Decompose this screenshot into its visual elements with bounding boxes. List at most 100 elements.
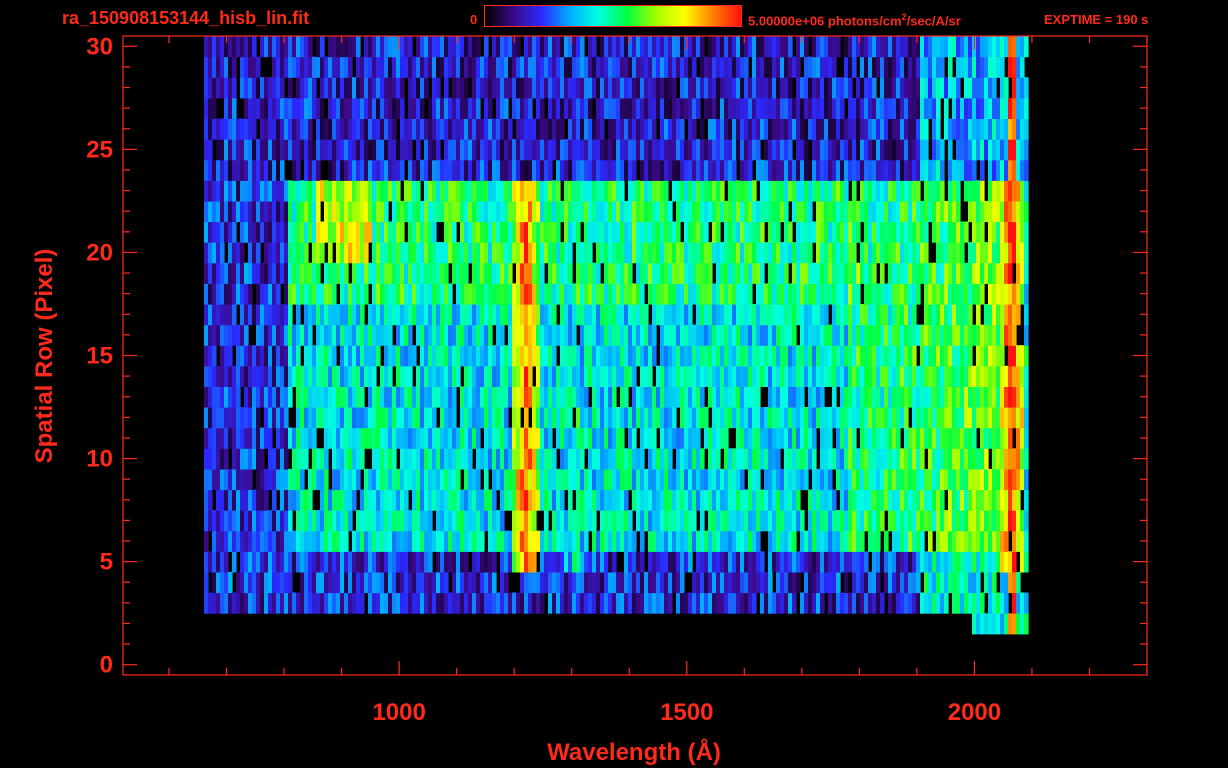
heatmap-cell [900, 530, 905, 552]
heatmap-cell [528, 283, 533, 305]
heatmap-cell [808, 551, 813, 573]
heatmap-cell [684, 56, 689, 78]
heatmap-cell [844, 77, 849, 99]
heatmap-cell [600, 551, 605, 573]
heatmap-cell [680, 242, 685, 264]
heatmap-cell [376, 345, 381, 367]
heatmap-cell [688, 407, 693, 429]
heatmap-cell [376, 118, 381, 140]
heatmap-cell [912, 118, 917, 140]
heatmap-cell [332, 97, 337, 119]
heatmap-cell [584, 97, 589, 119]
heatmap-cell [744, 221, 749, 243]
heatmap-cell [712, 200, 717, 223]
heatmap-cell [956, 468, 961, 491]
heatmap-cell [532, 489, 537, 511]
heatmap-cell [588, 36, 593, 58]
heatmap-cell [796, 386, 801, 408]
heatmap-cell [840, 592, 845, 614]
heatmap-cell [656, 262, 661, 284]
heatmap-cell [468, 180, 473, 202]
heatmap-cell [456, 97, 461, 119]
heatmap-cell [484, 427, 489, 449]
heatmap-cell [624, 77, 629, 99]
heatmap-cell [564, 365, 569, 387]
heatmap-cell [340, 304, 345, 326]
heatmap-cell [376, 304, 381, 326]
heatmap-cell [944, 36, 949, 58]
heatmap-cell [732, 571, 737, 594]
heatmap-cell [620, 489, 625, 511]
heatmap-cell [612, 118, 617, 140]
heatmap-cell [768, 448, 773, 470]
heatmap-cell [680, 551, 685, 573]
heatmap-cell [456, 159, 461, 181]
heatmap-cell [752, 221, 757, 243]
heatmap-cell [276, 36, 281, 58]
heatmap-cell [932, 221, 937, 243]
heatmap-cell [712, 118, 717, 140]
heatmap-cell [748, 345, 753, 367]
heatmap-cell [500, 345, 505, 367]
heatmap-cell [612, 283, 617, 305]
heatmap-cell [344, 77, 349, 99]
heatmap-cell [608, 221, 613, 243]
heatmap-cell [620, 262, 625, 284]
heatmap-cell [624, 571, 629, 594]
heatmap-cell [532, 468, 537, 491]
heatmap-cell [208, 386, 213, 408]
heatmap-cell [956, 139, 961, 161]
heatmap-cell [600, 530, 605, 552]
heatmap-cell [836, 365, 841, 387]
heatmap-cell [832, 345, 837, 367]
heatmap-cell [608, 468, 613, 491]
heatmap-cell [716, 345, 721, 367]
heatmap-cell [704, 77, 709, 99]
heatmap-cell [952, 510, 957, 532]
heatmap-cell [596, 56, 601, 78]
heatmap-cell [476, 139, 481, 161]
heatmap-cell [536, 180, 541, 202]
heatmap-cell [276, 159, 281, 181]
heatmap-cell [816, 489, 821, 511]
heatmap-cell [800, 36, 805, 58]
heatmap-cell [560, 530, 565, 552]
heatmap-cell [724, 97, 729, 119]
heatmap-cell [520, 571, 525, 594]
heatmap-cell [720, 427, 725, 449]
heatmap-cell [456, 551, 461, 573]
heatmap-cell [500, 283, 505, 305]
heatmap-cell [932, 551, 937, 573]
heatmap-cell [664, 427, 669, 449]
heatmap-cell [800, 407, 805, 429]
heatmap-cell [380, 530, 385, 552]
heatmap-cell [208, 242, 213, 264]
heatmap-cell [940, 489, 945, 511]
heatmap-cell [320, 448, 325, 470]
heatmap-cell [756, 56, 761, 78]
heatmap-cell [808, 283, 813, 305]
heatmap-cell [864, 571, 869, 594]
heatmap-cell [528, 77, 533, 99]
heatmap-cell [416, 489, 421, 511]
heatmap-cell [792, 489, 797, 511]
heatmap-cell [804, 180, 809, 202]
heatmap-cell [620, 56, 625, 78]
heatmap-cell [784, 345, 789, 367]
heatmap-cell [536, 489, 541, 511]
heatmap-cell [412, 592, 417, 614]
heatmap-cell [776, 365, 781, 387]
heatmap-cell [816, 180, 821, 202]
heatmap-cell [936, 427, 941, 449]
heatmap-cell [432, 489, 437, 511]
heatmap-cell [888, 345, 893, 367]
heatmap-cell [964, 304, 969, 326]
heatmap-cell [236, 180, 241, 202]
heatmap-cell [488, 510, 493, 532]
heatmap-cell [816, 200, 821, 223]
heatmap-cell [312, 262, 317, 284]
heatmap-cell [860, 200, 865, 223]
heatmap-cell [352, 386, 357, 408]
heatmap-cell [204, 386, 209, 408]
heatmap-cell [600, 77, 605, 99]
